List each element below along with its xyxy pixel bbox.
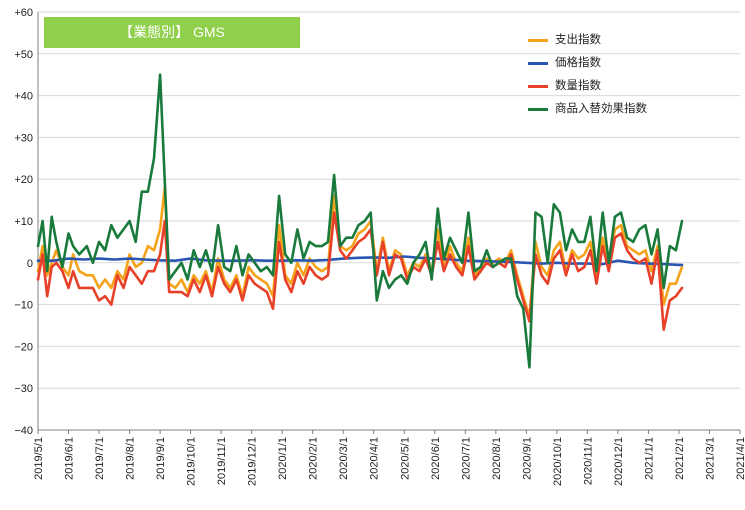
x-tick-label-13: 2020/6/1 xyxy=(430,437,442,480)
x-tick-label-12: 2020/5/1 xyxy=(399,437,411,480)
x-tick-label-3: 2019/8/1 xyxy=(125,437,137,480)
y-tick-label-6: 0 xyxy=(27,258,33,270)
y-tick-label-3: +30 xyxy=(14,132,33,144)
legend-item-replacement: 商品入替効果指数 xyxy=(528,99,728,122)
legend-label-quantity: 数量指数 xyxy=(555,80,601,92)
y-tick-label-7: −10 xyxy=(14,300,33,312)
x-tick-label-9: 2020/2/1 xyxy=(308,437,320,480)
x-tick-label-7: 2019/12/1 xyxy=(247,437,259,486)
chart-title: 【業態別】 GMS xyxy=(44,17,300,48)
series-line-replacement xyxy=(36,73,684,369)
x-tick-label-21: 2021/2/1 xyxy=(674,437,686,480)
y-tick-label-8: −20 xyxy=(14,341,33,353)
y-tick-label-4: +20 xyxy=(14,174,33,186)
x-tick-label-19: 2020/12/1 xyxy=(613,437,625,486)
x-tick-label-6: 2019/11/1 xyxy=(216,437,228,485)
legend-label-price: 価格指数 xyxy=(555,57,601,69)
x-tick-label-16: 2020/9/1 xyxy=(521,437,533,480)
legend-label-replacement: 商品入替効果指数 xyxy=(555,103,647,115)
y-tick-label-1: +50 xyxy=(14,49,33,61)
legend-swatch-quantity xyxy=(528,85,548,88)
y-tick-label-0: +60 xyxy=(14,7,33,19)
series-line-spending xyxy=(36,186,684,319)
x-tick-label-22: 2021/3/1 xyxy=(704,437,716,480)
x-tick-label-11: 2020/4/1 xyxy=(369,437,381,480)
x-tick-label-15: 2020/8/1 xyxy=(491,437,503,480)
y-tick-label-9: −30 xyxy=(14,383,33,395)
y-tick-label-10: −40 xyxy=(14,425,33,437)
x-tick-label-4: 2019/9/1 xyxy=(155,437,167,480)
series-line-quantity xyxy=(36,211,684,331)
legend-label-spending: 支出指数 xyxy=(555,34,601,46)
x-tick-label-2: 2019/7/1 xyxy=(94,437,106,480)
axes xyxy=(37,12,741,434)
x-tick-label-17: 2020/10/1 xyxy=(552,437,564,486)
x-tick-label-1: 2019/6/1 xyxy=(64,437,76,480)
y-tick-labels: +60 +50 +40 +30 +20 +10 0 −10 −20 −30 −40 xyxy=(14,7,33,437)
legend-swatch-price xyxy=(528,62,548,65)
legend-item-price: 価格指数 xyxy=(528,53,728,76)
x-tick-labels: 2019/5/1 2019/6/1 2019/7/1 2019/8/1 2019/9/1… xyxy=(33,437,745,486)
x-tick-label-5: 2019/10/1 xyxy=(186,437,198,486)
x-tick-label-18: 2020/11/1 xyxy=(582,437,594,485)
legend: 支出指数 価格指数 数量指数 商品入替効果指数 xyxy=(528,30,728,122)
x-tick-label-20: 2021/1/1 xyxy=(643,437,655,480)
legend-item-spending: 支出指数 xyxy=(528,30,728,53)
x-tick-label-10: 2020/3/1 xyxy=(338,437,350,480)
y-tick-label-5: +10 xyxy=(14,216,33,228)
x-tick-label-23: 2021/4/1 xyxy=(735,437,745,480)
x-tick-label-0: 2019/5/1 xyxy=(33,437,45,480)
legend-swatch-spending xyxy=(528,39,548,42)
y-tick-label-2: +40 xyxy=(14,91,33,103)
x-tick-label-14: 2020/7/1 xyxy=(460,437,472,480)
series-lines xyxy=(36,73,684,369)
legend-item-quantity: 数量指数 xyxy=(528,76,728,99)
legend-swatch-replacement xyxy=(528,108,548,111)
x-tick-label-8: 2020/1/1 xyxy=(277,437,289,480)
